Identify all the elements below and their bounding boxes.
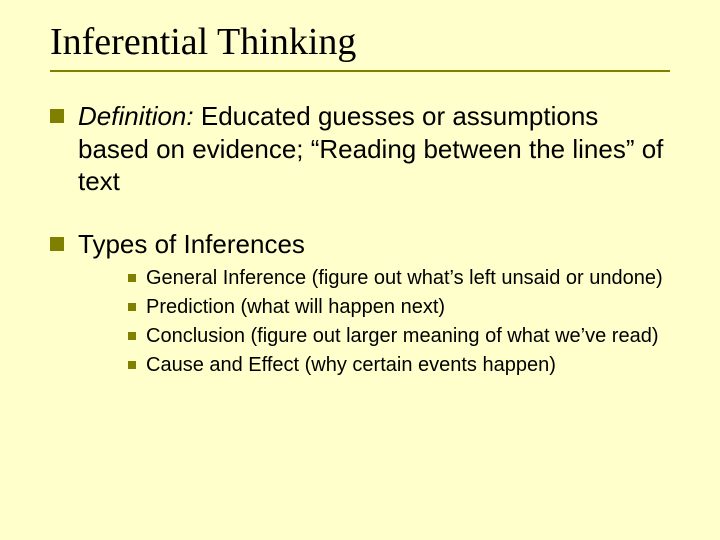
types-label: Types of Inferences (78, 229, 305, 259)
bullet-list-level1: Definition: Educated guesses or assumpti… (50, 100, 670, 378)
sub-item-text: General Inference (figure out what’s lef… (146, 267, 663, 289)
list-item: Prediction (what will happen next) (128, 295, 670, 320)
list-item: Types of Inferences General Inference (f… (50, 228, 670, 379)
list-item: General Inference (figure out what’s lef… (128, 266, 670, 291)
title-underline (50, 70, 670, 72)
list-item: Conclusion (figure out larger meaning of… (128, 324, 670, 349)
sub-item-text: Prediction (what will happen next) (146, 296, 445, 318)
sub-item-text: Cause and Effect (why certain events hap… (146, 354, 556, 376)
bullet-list-level2: General Inference (figure out what’s lef… (128, 266, 670, 378)
slide: Inferential Thinking Definition: Educate… (0, 0, 720, 540)
slide-title: Inferential Thinking (50, 20, 670, 66)
list-item: Cause and Effect (why certain events hap… (128, 353, 670, 378)
definition-label: Definition: (78, 101, 194, 131)
sub-item-text: Conclusion (figure out larger meaning of… (146, 325, 659, 347)
slide-body: Definition: Educated guesses or assumpti… (50, 100, 670, 378)
list-item: Definition: Educated guesses or assumpti… (50, 100, 670, 198)
